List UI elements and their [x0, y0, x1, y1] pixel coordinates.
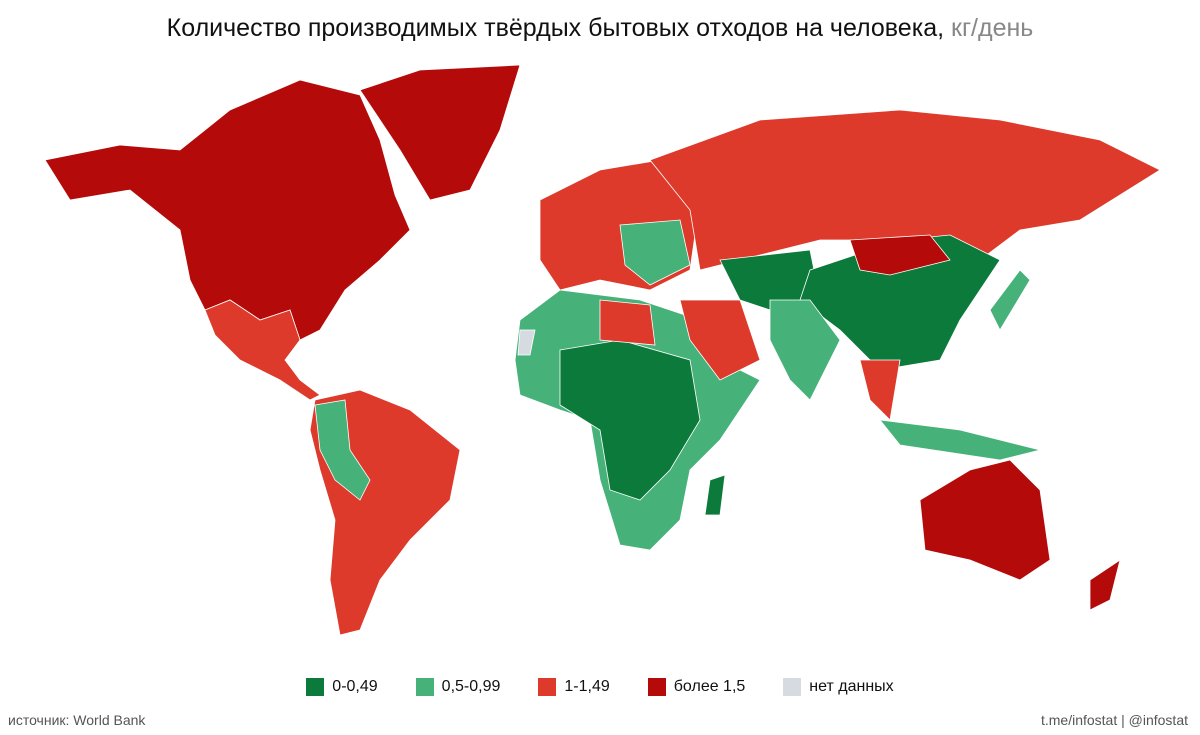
- legend-swatch: [306, 678, 325, 696]
- madagascar: [704, 474, 726, 516]
- title: Количество производимых твёрдых бытовых …: [0, 14, 1200, 43]
- legend-swatch: [647, 678, 666, 696]
- new-zealand: [1089, 559, 1121, 611]
- credit: t.me/infostat | @infostat: [1040, 712, 1188, 728]
- central-africa: [559, 339, 701, 501]
- libya: [599, 299, 656, 346]
- russia: [649, 109, 1161, 271]
- legend-label: более 1,5: [673, 678, 746, 695]
- japan: [989, 269, 1031, 331]
- middle-east: [679, 299, 761, 381]
- legend-label: 1-1,49: [564, 678, 610, 695]
- central-america: [204, 299, 321, 401]
- legend-label: нет данных: [809, 678, 894, 695]
- legend-item: 0,5-0,99: [415, 678, 501, 696]
- south-america-north: [314, 399, 371, 501]
- australia: [919, 459, 1051, 581]
- greenland: [359, 64, 521, 201]
- eastern-europe: [619, 219, 691, 286]
- indonesia: [879, 419, 1041, 461]
- mongolia: [849, 234, 951, 276]
- legend-swatch: [415, 678, 434, 696]
- legend-swatch: [538, 678, 557, 696]
- legend-item: более 1,5: [647, 678, 746, 696]
- north-america: [44, 79, 411, 341]
- legend: 0-0,49 0,5-0,99 1-1,49 более 1,5 нет данных: [0, 678, 1200, 696]
- title-unit: кг/день: [951, 14, 1034, 42]
- legend-item: нет данных: [783, 678, 894, 696]
- india: [769, 299, 841, 401]
- source: источник: World Bank: [8, 712, 146, 728]
- southeast-asia: [859, 359, 901, 421]
- title-main: Количество производимых твёрдых бытовых …: [166, 14, 945, 42]
- legend-label: 0,5-0,99: [441, 678, 501, 695]
- legend-item: 1-1,49: [538, 678, 610, 696]
- legend-label: 0-0,49: [332, 678, 378, 695]
- legend-swatch: [783, 678, 802, 696]
- western-sahara: [517, 329, 536, 356]
- world-map: [44, 64, 1161, 636]
- legend-item: 0-0,49: [306, 678, 378, 696]
